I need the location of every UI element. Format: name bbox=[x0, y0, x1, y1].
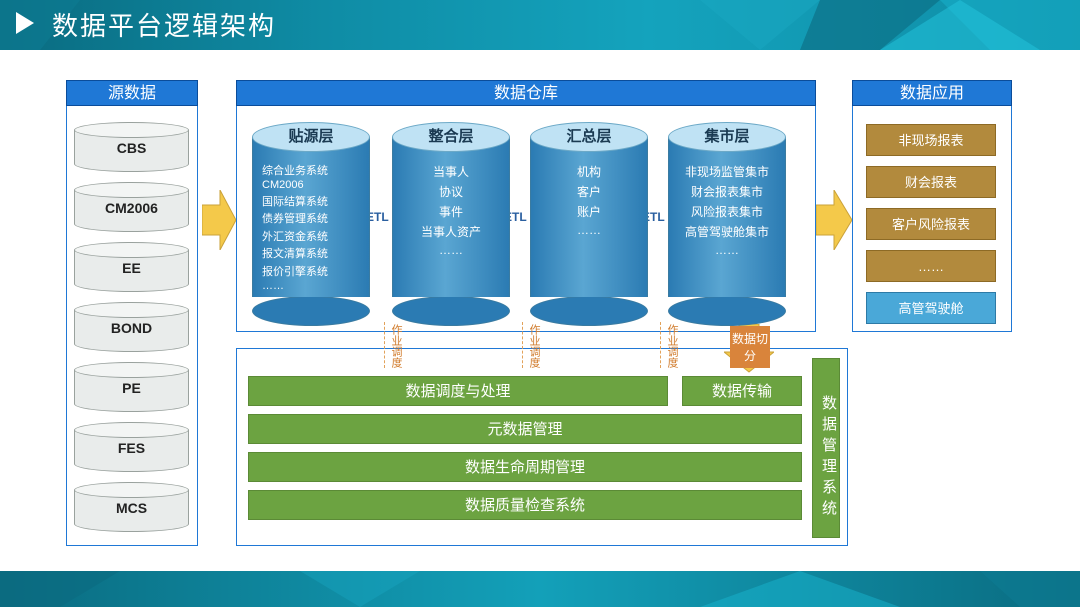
source-cylinder: FES bbox=[74, 422, 189, 472]
source-cylinder: CM2006 bbox=[74, 182, 189, 232]
dash-2 bbox=[522, 322, 523, 368]
bottom-banner bbox=[0, 571, 1080, 607]
col-header-warehouse: 数据仓库 bbox=[236, 80, 816, 106]
warehouse-item: 协议 bbox=[392, 183, 510, 200]
mgmt-metadata: 元数据管理 bbox=[248, 414, 802, 444]
source-label: CM2006 bbox=[74, 200, 189, 216]
source-label: MCS bbox=[74, 500, 189, 516]
warehouse-item: 财会报表集市 bbox=[668, 183, 786, 200]
source-cylinder: MCS bbox=[74, 482, 189, 532]
source-label: EE bbox=[74, 260, 189, 276]
mgmt-transfer: 数据传输 bbox=[682, 376, 802, 406]
architecture-diagram: 源数据 数据仓库 数据应用 CBS CM2006 EE BOND PE FES MCS 贴源… bbox=[60, 80, 1020, 550]
application-box: 高管驾驶舱 bbox=[866, 292, 996, 324]
warehouse-item: 当事人 bbox=[392, 163, 510, 180]
mgmt-quality: 数据质量检查系统 bbox=[248, 490, 802, 520]
warehouse-layer-title: 贴源层 bbox=[252, 125, 370, 146]
source-cylinder: PE bbox=[74, 362, 189, 412]
warehouse-item: 报价引擎系统 bbox=[262, 263, 370, 279]
source-label: BOND bbox=[74, 320, 189, 336]
source-cylinder: BOND bbox=[74, 302, 189, 352]
col-header-source: 源数据 bbox=[66, 80, 198, 106]
warehouse-cylinder: 汇总层机构客户账户 …… bbox=[530, 122, 648, 312]
warehouse-item: …… bbox=[530, 223, 648, 237]
warehouse-cylinder: 整合层当事人协议事件当事人资产 …… bbox=[392, 122, 510, 312]
warehouse-layer-title: 汇总层 bbox=[530, 125, 648, 146]
job-label-1: 作业调度 bbox=[388, 324, 404, 368]
col-header-application: 数据应用 bbox=[852, 80, 1012, 106]
warehouse-cylinder: 集市层非现场监管集市财会报表集市风险报表集市高管驾驶舱集市 …… bbox=[668, 122, 786, 312]
arrow-to-application bbox=[816, 190, 852, 250]
page-title: 数据平台逻辑架构 bbox=[52, 6, 276, 43]
warehouse-item: 高管驾驶舱集市 bbox=[668, 223, 786, 240]
warehouse-item: 综合业务系统 bbox=[262, 162, 370, 178]
warehouse-item: 客户 bbox=[530, 183, 648, 200]
warehouse-item: …… bbox=[262, 280, 370, 292]
warehouse-item: …… bbox=[668, 243, 786, 257]
application-box: 非现场报表 bbox=[866, 124, 996, 156]
dash-3 bbox=[660, 322, 661, 368]
warehouse-item: 账户 bbox=[530, 203, 648, 220]
source-cylinder: CBS bbox=[74, 122, 189, 172]
warehouse-cylinder: 贴源层综合业务系统CM2006 国际结算系统债券管理系统外汇资金系统报文清算系统报… bbox=[252, 122, 370, 312]
warehouse-item: 风险报表集市 bbox=[668, 203, 786, 220]
mgmt-lifecycle: 数据生命周期管理 bbox=[248, 452, 802, 482]
application-box: …… bbox=[866, 250, 996, 282]
warehouse-item: 非现场监管集市 bbox=[668, 163, 786, 180]
arrow-to-warehouse bbox=[202, 190, 236, 250]
mgmt-schedule: 数据调度与处理 bbox=[248, 376, 668, 406]
dash-1 bbox=[384, 322, 385, 368]
warehouse-item: 国际结算系统 bbox=[262, 193, 370, 209]
play-icon bbox=[12, 10, 38, 36]
warehouse-item: 当事人资产 bbox=[392, 223, 510, 240]
application-box: 客户风险报表 bbox=[866, 208, 996, 240]
job-label-2: 作业调度 bbox=[526, 324, 542, 368]
job-label-3: 作业调度 bbox=[664, 324, 680, 368]
mgmt-side-label: 数据管理系统 bbox=[812, 358, 840, 538]
warehouse-item: 债券管理系统 bbox=[262, 210, 370, 226]
warehouse-item: …… bbox=[392, 243, 510, 257]
warehouse-item: 报文清算系统 bbox=[262, 245, 370, 261]
data-slice-label: 数据切分 bbox=[730, 326, 770, 368]
warehouse-layer-title: 整合层 bbox=[392, 125, 510, 146]
source-cylinder: EE bbox=[74, 242, 189, 292]
warehouse-item: CM2006 bbox=[262, 179, 370, 191]
warehouse-layer-title: 集市层 bbox=[668, 125, 786, 146]
warehouse-item: 事件 bbox=[392, 203, 510, 220]
source-label: CBS bbox=[74, 140, 189, 156]
source-label: PE bbox=[74, 380, 189, 396]
application-box: 财会报表 bbox=[866, 166, 996, 198]
warehouse-item: 机构 bbox=[530, 163, 648, 180]
source-label: FES bbox=[74, 440, 189, 456]
warehouse-item: 外汇资金系统 bbox=[262, 228, 370, 244]
